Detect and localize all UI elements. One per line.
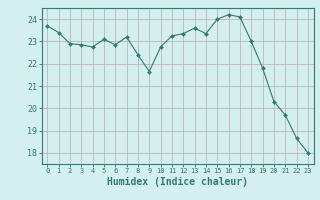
- X-axis label: Humidex (Indice chaleur): Humidex (Indice chaleur): [107, 177, 248, 187]
